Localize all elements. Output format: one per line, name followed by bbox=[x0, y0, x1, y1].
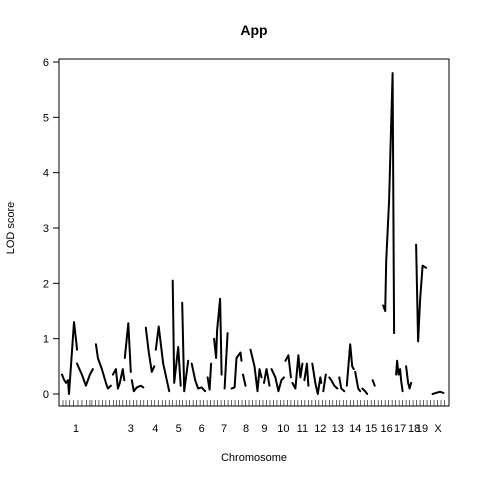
chromosome-label: 14 bbox=[349, 423, 361, 435]
chromosome-label: 19 bbox=[416, 423, 428, 435]
plot-frame bbox=[58, 58, 450, 407]
lod-curve-segment bbox=[230, 351, 243, 390]
chromosome-label: 17 bbox=[394, 423, 406, 435]
marker-rug bbox=[62, 400, 445, 406]
lod-curve-segment bbox=[130, 379, 145, 393]
lod-curve-segment bbox=[395, 359, 404, 393]
y-axis-label: LOD score bbox=[5, 202, 17, 255]
chromosome-label: 10 bbox=[277, 423, 289, 435]
chromosome-label: 5 bbox=[176, 423, 182, 435]
chromosome-label: 6 bbox=[199, 423, 205, 435]
lod-curve-segment bbox=[291, 354, 304, 390]
chromosome-label: 18 bbox=[408, 423, 420, 435]
lod-curve-segment bbox=[382, 72, 396, 335]
lod-curve-segment bbox=[431, 390, 445, 395]
lod-curve-segment bbox=[123, 322, 132, 373]
lod-curve-segment bbox=[111, 368, 126, 390]
lod-curve-segment bbox=[190, 362, 207, 393]
chromosome-label: 9 bbox=[261, 423, 267, 435]
lod-curve-segment bbox=[263, 368, 271, 387]
lod-curve-segment bbox=[361, 387, 369, 395]
lod-curve-segment bbox=[371, 379, 376, 387]
chromosome-label: 16 bbox=[381, 423, 393, 435]
chromosome-label: 1 bbox=[73, 423, 79, 435]
lod-curve-segment bbox=[405, 365, 413, 390]
lod-curve-segment bbox=[284, 354, 292, 379]
lod-curve-segment bbox=[322, 373, 327, 393]
lod-curve-segment bbox=[415, 243, 428, 343]
lod-curve-segment bbox=[328, 376, 339, 390]
chromosome-label: X bbox=[434, 423, 442, 435]
chart-title: App bbox=[240, 22, 267, 38]
x-axis-label: Chromosome bbox=[221, 452, 287, 464]
y-tick-label: 2 bbox=[43, 278, 49, 290]
chromosome-label: 12 bbox=[314, 423, 326, 435]
lod-curves bbox=[61, 72, 445, 395]
lod-curve-segment bbox=[338, 376, 346, 393]
lod-curve-segment bbox=[206, 362, 213, 391]
y-tick-label: 3 bbox=[43, 223, 49, 235]
y-tick-label: 0 bbox=[43, 389, 49, 401]
lod-curve-segment bbox=[249, 348, 263, 393]
chromosome-label: 13 bbox=[332, 423, 344, 435]
chromosome-label: 3 bbox=[128, 423, 134, 435]
lod-curve-segment bbox=[303, 362, 310, 387]
lod-curve-segment bbox=[242, 373, 247, 387]
lod-curve-segment bbox=[223, 332, 229, 390]
lod-curve-segment bbox=[94, 343, 112, 390]
lod-curve-segment bbox=[270, 368, 285, 393]
lod-curve-segment bbox=[311, 362, 323, 395]
lod-curve-segment bbox=[354, 370, 362, 393]
chromosome-label: 8 bbox=[243, 423, 249, 435]
lod-curve-segment bbox=[171, 279, 182, 387]
lod-curve-segment bbox=[213, 297, 223, 376]
chromosome-label: 4 bbox=[152, 423, 158, 435]
chromosome-label: 7 bbox=[221, 423, 227, 435]
chromosome-label: 11 bbox=[297, 423, 308, 435]
lod-curve-segment bbox=[345, 343, 355, 387]
y-tick-label: 4 bbox=[43, 168, 49, 180]
y-tick-label: 6 bbox=[43, 57, 49, 69]
y-tick-label: 5 bbox=[43, 112, 49, 124]
lod-curve-segment bbox=[76, 362, 94, 387]
chromosome-label: 15 bbox=[365, 423, 377, 435]
lod-curve-segment bbox=[144, 326, 156, 373]
lod-curve-segment bbox=[61, 321, 78, 395]
y-axis: 0 1 2 3 4 5 6 bbox=[43, 57, 59, 401]
lod-curve-segment bbox=[181, 301, 190, 393]
y-tick-label: 1 bbox=[43, 334, 49, 346]
lod-curve-segment bbox=[154, 325, 171, 393]
